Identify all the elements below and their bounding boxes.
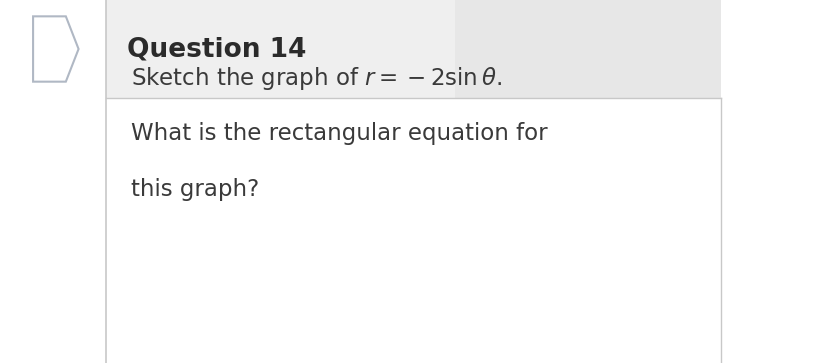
FancyBboxPatch shape [455,0,721,98]
FancyBboxPatch shape [106,0,721,98]
Text: Sketch the graph of $r = -2\sin\theta$.: Sketch the graph of $r = -2\sin\theta$. [131,65,502,92]
Polygon shape [33,16,79,82]
Text: Question 14: Question 14 [127,36,306,62]
Text: What is the rectangular equation for: What is the rectangular equation for [131,122,547,144]
Text: this graph?: this graph? [131,178,259,201]
